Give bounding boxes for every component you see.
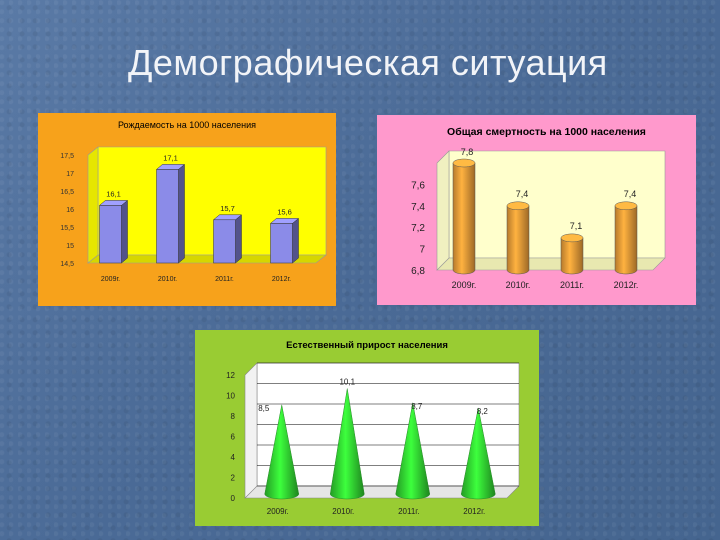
chart-title: Рождаемость на 1000 населения	[118, 120, 256, 130]
x-tick-label: 2009г.	[267, 507, 289, 516]
bar	[560, 237, 584, 275]
data-label: 7,1	[570, 221, 583, 231]
y-tick-label: 7,6	[411, 180, 425, 191]
y-tick-label: 4	[231, 453, 236, 462]
bar	[213, 219, 236, 264]
bar-side	[235, 214, 242, 264]
cone	[264, 404, 300, 500]
y-tick-label: 16,5	[60, 189, 74, 196]
y-tick-label: 6,8	[411, 266, 425, 277]
natural-growth-chart: Естественный прирост населения 12 10 8 6 4 2 0 8…	[195, 330, 539, 526]
plot-side-wall	[244, 362, 258, 499]
bar-top	[614, 201, 638, 211]
data-label: 8,5	[258, 404, 270, 413]
y-tick-label: 2	[231, 474, 236, 483]
bar-side	[292, 217, 299, 264]
data-label: 10,1	[339, 377, 355, 386]
data-label: 7,4	[516, 189, 529, 199]
cone	[329, 388, 365, 500]
bar-top	[506, 201, 530, 211]
x-tick-label: 2010г.	[158, 276, 177, 283]
plot-side-wall	[87, 146, 99, 264]
y-tick-label: 16	[66, 207, 74, 214]
data-label: 7,4	[624, 189, 637, 199]
mortality-chart: Общая смертность на 1000 населения 7,6 7,4…	[377, 115, 696, 305]
bar	[270, 223, 293, 264]
bar-side	[178, 163, 185, 264]
x-tick-label: 2011г.	[560, 280, 584, 290]
y-tick-label: 7	[419, 245, 425, 256]
x-tick-label: 2009г.	[452, 280, 477, 290]
x-tick-label: 2011г.	[215, 276, 234, 283]
y-tick-label: 7,4	[411, 202, 425, 213]
cone	[395, 402, 431, 500]
bar	[506, 205, 530, 275]
y-tick-label: 12	[226, 371, 235, 380]
y-tick-label: 7,2	[411, 223, 425, 234]
bar	[452, 162, 476, 275]
bar-side	[121, 199, 128, 264]
plot-side-wall	[436, 150, 450, 271]
bar-top	[452, 158, 476, 168]
bar	[614, 205, 638, 275]
y-tick-label: 17	[66, 171, 74, 178]
data-label: 8,2	[477, 407, 489, 416]
x-tick-label: 2011г.	[398, 507, 419, 516]
data-label: 15,7	[220, 204, 235, 213]
slide-title: Демографическая ситуация	[128, 42, 608, 83]
y-tick-label: 17,5	[60, 153, 74, 160]
birth-rate-chart: Рождаемость на 1000 населения 17,5 17 16,5 1…	[38, 113, 336, 306]
bar	[99, 205, 122, 264]
chart-title: Общая смертность на 1000 населения	[447, 126, 646, 138]
y-tick-label: 15	[66, 243, 74, 250]
y-tick-label: 15,5	[60, 225, 74, 232]
cone	[460, 407, 496, 500]
y-tick-label: 0	[231, 494, 236, 503]
x-tick-label: 2012г.	[272, 276, 291, 283]
x-tick-label: 2010г.	[506, 280, 531, 290]
data-label: 8,7	[411, 402, 423, 411]
bar-top	[560, 233, 584, 243]
y-tick-label: 6	[231, 433, 236, 442]
data-label: 15,6	[277, 207, 292, 216]
y-tick-label: 8	[231, 412, 236, 421]
x-tick-label: 2012г.	[463, 507, 485, 516]
x-tick-label: 2009г.	[101, 276, 120, 283]
chart-title: Естественный прирост населения	[286, 340, 448, 351]
y-tick-label: 10	[226, 392, 235, 401]
x-tick-label: 2010г.	[332, 507, 354, 516]
y-tick-label: 14,5	[60, 261, 74, 268]
x-tick-label: 2012г.	[614, 280, 639, 290]
data-label: 16,1	[106, 189, 121, 198]
data-label: 17,1	[163, 153, 178, 162]
data-label: 7,8	[461, 147, 474, 157]
bar	[156, 169, 179, 264]
